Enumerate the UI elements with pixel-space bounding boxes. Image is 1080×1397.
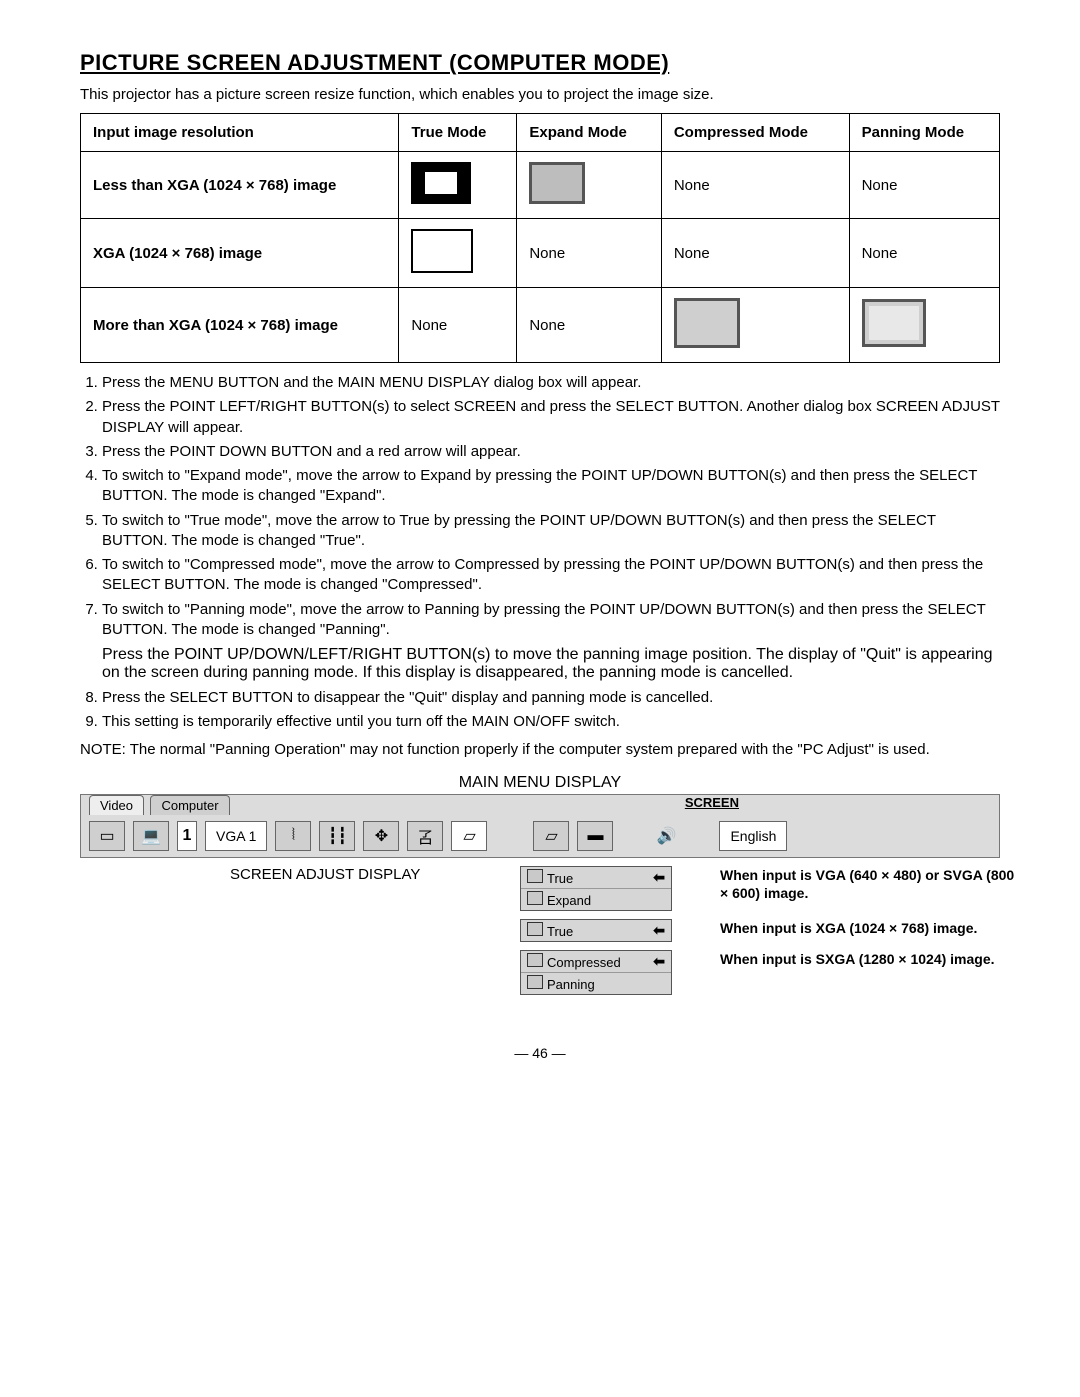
true-icon — [527, 869, 543, 883]
steps-list-2: Press the SELECT BUTTON to disappear the… — [80, 688, 1000, 733]
panning-icon — [527, 975, 543, 989]
outline-icon — [411, 229, 473, 273]
th-panning: Panning Mode — [849, 114, 999, 152]
table-header-row: Input image resolution True Mode Expand … — [81, 114, 1000, 152]
screen-icon[interactable]: ▱ — [451, 821, 487, 851]
opt-label: Expand — [547, 893, 591, 908]
cell-panning — [849, 288, 999, 363]
cell-panning: None — [849, 219, 999, 288]
compressed-icon — [527, 953, 543, 967]
opt-label: True — [547, 924, 573, 939]
opt-label: Panning — [547, 977, 595, 992]
th-resolution: Input image resolution — [81, 114, 399, 152]
step: Press the POINT LEFT/RIGHT BUTTON(s) to … — [102, 397, 1000, 438]
opt-true[interactable]: True ⬅ — [521, 920, 671, 941]
cell-true — [399, 152, 517, 219]
cell-compressed — [661, 288, 849, 363]
step: Press the POINT DOWN BUTTON and a red ar… — [102, 442, 1000, 462]
screen2-icon[interactable]: ▱ — [533, 821, 569, 851]
tab-video[interactable]: Video — [89, 795, 144, 815]
source-badge: 1 — [177, 821, 197, 851]
true-icon — [527, 922, 543, 936]
th-compressed: Compressed Mode — [661, 114, 849, 152]
arrow-left-icon: ⬅ — [653, 953, 665, 970]
cell-compressed: None — [661, 219, 849, 288]
opt-true[interactable]: True ⬅ — [521, 867, 671, 889]
main-menu-panel: SCREEN Video Computer ▭ 💻 1 VGA 1 ⦚ ┇┇ ✥… — [80, 794, 1000, 858]
th-expand: Expand Mode — [517, 114, 661, 152]
step: Press the SELECT BUTTON to disappear the… — [102, 688, 1000, 708]
opt-compressed[interactable]: Compressed ⬅ — [521, 951, 671, 973]
panning-note: Press the POINT UP/DOWN/LEFT/RIGHT BUTTO… — [80, 646, 1000, 682]
system-box[interactable]: VGA 1 — [205, 821, 267, 851]
note-text: NOTE: The normal "Panning Operation" may… — [80, 741, 1000, 758]
image-adj-icon[interactable]: ┇┇ — [319, 821, 355, 851]
adjust-options-vga: True ⬅ Expand — [520, 866, 672, 911]
desc-sxga: When input is SXGA (1280 × 1024) image. — [720, 950, 1020, 968]
row-label: XGA (1024 × 768) image — [81, 219, 399, 288]
video-src-icon[interactable]: ▭ — [89, 821, 125, 851]
cell-panning: None — [849, 152, 999, 219]
screen-label: SCREEN — [685, 795, 739, 810]
opt-expand[interactable]: Expand — [521, 889, 671, 910]
table-row: More than XGA (1024 × 768) image None No… — [81, 288, 1000, 363]
cell-compressed: None — [661, 152, 849, 219]
cell-expand — [517, 152, 661, 219]
adjust-options-xga: True ⬅ — [520, 919, 672, 942]
mode-table: Input image resolution True Mode Expand … — [80, 113, 1000, 363]
steps-list: Press the MENU BUTTON and the MAIN MENU … — [80, 373, 1000, 640]
cell-true — [399, 219, 517, 288]
table-row: Less than XGA (1024 × 768) image None No… — [81, 152, 1000, 219]
cell-expand: None — [517, 219, 661, 288]
language-box[interactable]: English — [719, 821, 787, 851]
arrow-left-icon: ⬅ — [653, 869, 665, 886]
adjust-options-sxga: Compressed ⬅ Panning — [520, 950, 672, 995]
sound-icon[interactable]: 🔊 — [649, 822, 683, 850]
step: To switch to "Panning mode", move the ar… — [102, 600, 1000, 641]
projector-icon[interactable]: ▬ — [577, 821, 613, 851]
th-true: True Mode — [399, 114, 517, 152]
menu-icon[interactable]: ⦚ — [275, 821, 311, 851]
expand-icon — [527, 891, 543, 905]
page-title: PICTURE SCREEN ADJUSTMENT (COMPUTER MODE… — [80, 50, 1000, 76]
row-label: More than XGA (1024 × 768) image — [81, 288, 399, 363]
menu-toolbar: ▭ 💻 1 VGA 1 ⦚ ┇┇ ✥ 叾 ▱ ▱ ▬ 🔊 English — [83, 817, 997, 855]
step: To switch to "True mode", move the arrow… — [102, 511, 1000, 552]
desc-vga: When input is VGA (640 × 480) or SVGA (8… — [720, 866, 1020, 902]
table-row: XGA (1024 × 768) image None None None — [81, 219, 1000, 288]
position-icon[interactable]: ✥ — [363, 821, 399, 851]
screen-adjust-label: SCREEN ADJUST DISPLAY — [230, 866, 500, 883]
compressed-mode-icon — [674, 298, 740, 348]
page-number: — 46 — — [80, 1045, 1000, 1061]
step: This setting is temporarily effective un… — [102, 712, 1000, 732]
cell-true: None — [399, 288, 517, 363]
expand-mode-icon — [529, 162, 585, 204]
step: Press the MENU BUTTON and the MAIN MENU … — [102, 373, 1000, 393]
true-mode-icon — [411, 162, 471, 204]
step: To switch to "Compressed mode", move the… — [102, 555, 1000, 596]
desc-xga: When input is XGA (1024 × 768) image. — [720, 919, 1020, 937]
opt-label: True — [547, 871, 573, 886]
main-menu-title: MAIN MENU DISPLAY — [80, 774, 1000, 792]
row-label: Less than XGA (1024 × 768) image — [81, 152, 399, 219]
pcadj-icon[interactable]: 叾 — [407, 821, 443, 851]
arrow-left-icon: ⬅ — [653, 922, 665, 939]
tab-computer[interactable]: Computer — [150, 795, 229, 815]
opt-panning[interactable]: Panning — [521, 973, 671, 994]
cell-expand: None — [517, 288, 661, 363]
intro-text: This projector has a picture screen resi… — [80, 86, 1000, 103]
computer-src-icon[interactable]: 💻 — [133, 821, 169, 851]
opt-label: Compressed — [547, 955, 621, 970]
screen-adjust-area: SCREEN ADJUST DISPLAY True⬅ Expand When … — [230, 866, 1000, 995]
step: To switch to "Expand mode", move the arr… — [102, 466, 1000, 507]
panning-mode-icon — [862, 299, 926, 347]
